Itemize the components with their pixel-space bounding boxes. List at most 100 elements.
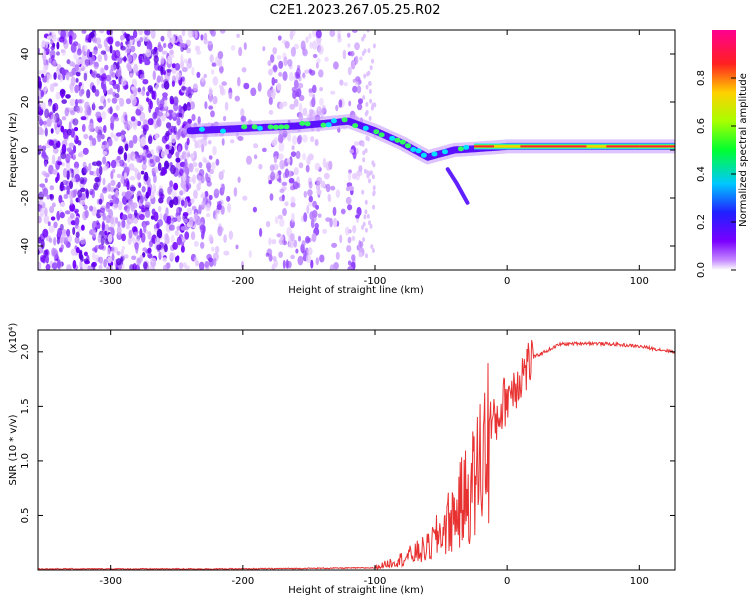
noise-speckle	[145, 209, 151, 218]
colorbar-tick-label: 0.8	[696, 70, 707, 86]
noise-speckle	[102, 177, 106, 186]
noise-speckle	[73, 161, 80, 169]
noise-speckle	[68, 142, 75, 148]
noise-speckle	[302, 48, 308, 57]
ridge-bright-spot	[283, 124, 290, 130]
noise-speckle	[136, 172, 142, 181]
y-tick-label: -20	[20, 190, 31, 206]
noise-speckle	[364, 148, 368, 154]
noise-speckle	[63, 133, 69, 139]
noise-speckle	[347, 204, 353, 211]
noise-speckle	[66, 264, 72, 270]
noise-speckle	[75, 98, 79, 107]
noise-speckle	[365, 135, 369, 141]
noise-speckle	[319, 87, 323, 92]
noise-speckle	[345, 196, 352, 205]
noise-speckle	[142, 155, 147, 165]
noise-speckle	[102, 151, 108, 156]
noise-speckle	[115, 40, 121, 47]
noise-speckle	[197, 116, 201, 125]
noise-speckle	[87, 106, 92, 116]
noise-speckle	[96, 160, 102, 167]
noise-speckle	[38, 102, 41, 112]
noise-speckle	[189, 162, 194, 173]
noise-speckle	[156, 97, 160, 106]
noise-speckle	[188, 216, 194, 226]
noise-speckle	[182, 172, 187, 183]
noise-speckle	[211, 62, 217, 67]
noise-speckle	[74, 64, 80, 72]
noise-speckle	[110, 179, 116, 186]
noise-speckle	[278, 153, 284, 160]
noise-speckle	[272, 64, 278, 73]
snr-frame	[37, 329, 676, 571]
noise-speckle	[282, 71, 288, 81]
noise-speckle	[314, 162, 321, 171]
noise-speckle	[224, 101, 229, 111]
noise-speckle	[258, 163, 263, 170]
noise-speckle	[147, 186, 152, 197]
noise-speckle	[270, 88, 276, 99]
noise-speckle	[64, 236, 68, 246]
noise-speckle	[135, 243, 139, 254]
noise-speckle	[42, 65, 47, 76]
noise-speckle	[308, 88, 314, 93]
noise-speckle	[371, 174, 375, 180]
noise-speckle	[364, 227, 368, 233]
noise-speckle	[339, 79, 344, 86]
noise-speckle	[367, 48, 371, 54]
noise-speckle	[318, 44, 324, 55]
noise-speckle	[116, 162, 121, 167]
noise-speckle	[114, 217, 119, 224]
noise-speckle	[308, 195, 313, 203]
noise-speckle	[283, 56, 288, 67]
ridge-bright-spot	[278, 124, 285, 130]
noise-speckle	[56, 41, 60, 50]
noise-speckle	[38, 126, 43, 135]
noise-speckle	[69, 180, 73, 189]
noise-speckle	[43, 120, 48, 129]
noise-speckle	[60, 201, 66, 207]
colorbar-gradient	[712, 30, 736, 270]
noise-speckle	[353, 141, 360, 147]
noise-speckle	[293, 99, 299, 107]
noise-speckle	[88, 122, 95, 133]
noise-speckle	[281, 101, 288, 107]
noise-speckle	[262, 46, 266, 52]
noise-speckle	[93, 61, 99, 70]
noise-speckle	[103, 258, 107, 268]
noise-speckle	[55, 92, 61, 100]
noise-speckle	[61, 49, 66, 56]
noise-speckle	[372, 204, 376, 210]
noise-speckle	[153, 90, 157, 101]
noise-speckle	[107, 233, 113, 243]
noise-speckle	[308, 153, 314, 161]
noise-speckle	[85, 34, 91, 41]
noise-speckle	[174, 230, 180, 236]
noise-speckle	[291, 212, 295, 223]
noise-speckle	[80, 237, 86, 245]
noise-speckle	[60, 125, 65, 133]
noise-speckle	[78, 151, 85, 158]
noise-speckle	[156, 118, 161, 127]
noise-speckle	[115, 132, 122, 137]
noise-speckle	[77, 226, 82, 233]
noise-speckle	[150, 30, 156, 39]
noise-speckle	[312, 53, 318, 59]
ridge-bright-spot	[389, 135, 396, 141]
noise-speckle	[246, 155, 252, 165]
noise-speckle	[169, 98, 175, 105]
noise-speckle	[167, 153, 172, 159]
noise-speckle	[97, 43, 103, 49]
noise-speckle	[169, 49, 174, 55]
noise-speckle	[279, 159, 285, 170]
noise-speckle	[306, 205, 310, 214]
noise-speckle	[122, 182, 126, 187]
noise-speckle	[87, 266, 93, 270]
noise-speckle	[215, 158, 220, 166]
noise-speckle	[274, 79, 278, 84]
noise-speckle	[58, 194, 63, 204]
noise-speckle	[268, 68, 273, 76]
noise-speckle	[125, 190, 132, 200]
noise-speckle	[98, 244, 104, 250]
